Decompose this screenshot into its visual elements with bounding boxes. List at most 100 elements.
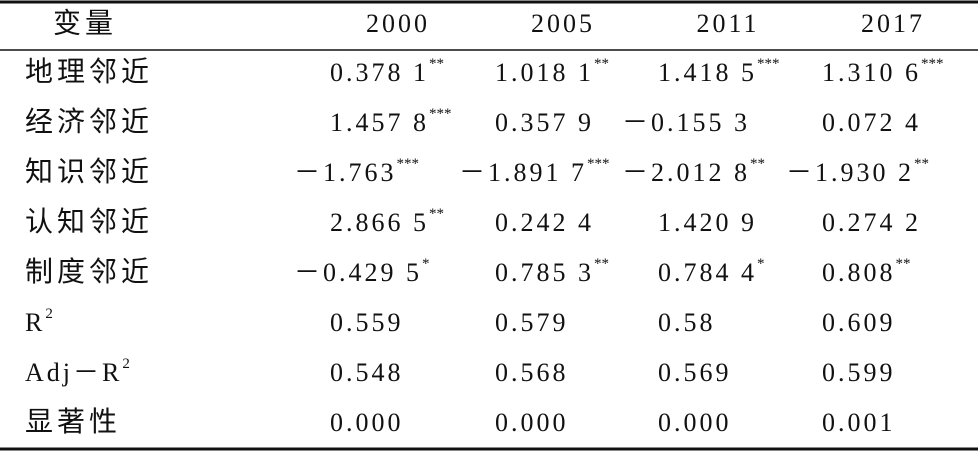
- superscript: *: [757, 256, 765, 272]
- row-label-text: 认知邻近: [25, 206, 153, 238]
- superscript: 2: [122, 356, 130, 372]
- value-cell-text: 0.599: [822, 358, 896, 387]
- superscript: ***: [429, 106, 452, 122]
- superscript: **: [429, 56, 444, 72]
- header-cell: 变量: [53, 7, 117, 39]
- superscript: **: [594, 56, 609, 72]
- value-cell: －1.763***: [294, 156, 419, 187]
- value-cell: 0.242 4: [495, 208, 594, 237]
- header-cell: 2011: [696, 9, 759, 38]
- value-cell: －1.891 7***: [459, 156, 610, 187]
- value-cell: －1.930 2**: [786, 156, 929, 187]
- value-cell-text: 0.242 4: [495, 208, 594, 237]
- value-cell-text: 1.420 9: [658, 208, 757, 237]
- value-cell: 2.866 5**: [330, 206, 444, 237]
- value-cell-text: 1.310 6: [822, 58, 921, 87]
- value-cell: －0.155 3: [622, 108, 750, 137]
- row-label-text: R: [25, 308, 45, 337]
- value-cell: －2.012 8**: [622, 156, 765, 187]
- value-cell-text: 0.58: [658, 308, 716, 337]
- value-cell: －0.429 5*: [294, 256, 430, 287]
- row-label-text: 经济邻近: [25, 106, 153, 138]
- value-cell: 0.072 4: [822, 108, 921, 137]
- row-label-text: 制度邻近: [25, 256, 153, 288]
- row-label: R2: [25, 306, 53, 337]
- superscript: ***: [921, 56, 944, 72]
- value-cell: 0.58: [658, 308, 716, 337]
- superscript: *: [422, 256, 430, 272]
- value-cell: 0.000: [330, 408, 404, 437]
- value-cell: 0.808**: [822, 256, 911, 287]
- value-cell: 1.418 5***: [658, 56, 780, 87]
- value-cell: 0.378 1**: [330, 56, 444, 87]
- value-cell-text: 0.548: [330, 358, 404, 387]
- value-cell: 0.599: [822, 358, 896, 387]
- superscript: **: [429, 206, 444, 222]
- row-label: 显著性: [25, 406, 121, 438]
- row-label: 制度邻近: [25, 256, 153, 288]
- superscript: **: [594, 256, 609, 272]
- row-label: 地理邻近: [25, 56, 153, 88]
- value-cell: 0.579: [495, 308, 569, 337]
- value-cell-text: －1.891 7: [459, 158, 587, 187]
- value-cell: 0.784 4*: [658, 256, 765, 287]
- superscript: ***: [757, 56, 780, 72]
- value-cell: 0.000: [658, 408, 732, 437]
- row-label-text: 地理邻近: [25, 56, 153, 88]
- header-cell: 2017: [861, 9, 925, 38]
- value-cell-text: 0.609: [822, 308, 896, 337]
- value-cell-text: 0.808: [822, 258, 896, 287]
- value-cell-text: 0.579: [495, 308, 569, 337]
- value-cell: 0.001: [822, 408, 896, 437]
- superscript: ***: [397, 156, 420, 172]
- value-cell: 0.548: [330, 358, 404, 387]
- value-cell-text: －1.930 2: [786, 158, 914, 187]
- value-cell-text: 0.274 2: [822, 208, 921, 237]
- row-label: 经济邻近: [25, 106, 153, 138]
- value-cell: 1.310 6***: [822, 56, 944, 87]
- value-cell-text: 0.378 1: [330, 58, 429, 87]
- value-cell-text: 0.357 9: [495, 108, 594, 137]
- value-cell-text: 0.784 4: [658, 258, 757, 287]
- value-cell: 0.609: [822, 308, 896, 337]
- value-cell-text: 1.018 1: [495, 58, 594, 87]
- value-cell: 1.420 9: [658, 208, 757, 237]
- value-cell-text: －1.763: [294, 158, 397, 187]
- superscript: **: [750, 156, 765, 172]
- value-cell-text: 0.559: [330, 308, 404, 337]
- value-cell: 0.785 3**: [495, 256, 609, 287]
- superscript: **: [914, 156, 929, 172]
- value-cell-text: －2.012 8: [622, 158, 750, 187]
- value-cell: 1.018 1**: [495, 56, 609, 87]
- value-cell-text: 0.568: [495, 358, 569, 387]
- header-cell: 2000: [366, 9, 430, 38]
- row-label: 知识邻近: [25, 156, 153, 188]
- value-cell-text: －0.429 5: [294, 258, 422, 287]
- value-cell: 0.569: [658, 358, 732, 387]
- value-cell-text: 0.000: [495, 408, 569, 437]
- value-cell-text: 0.000: [658, 408, 732, 437]
- value-cell: 0.357 9: [495, 108, 594, 137]
- row-label: Adj－R2: [25, 356, 130, 387]
- row-label-text: 知识邻近: [25, 156, 153, 188]
- value-cell-text: 0.569: [658, 358, 732, 387]
- value-cell: 1.457 8***: [330, 106, 452, 137]
- value-cell-text: 1.418 5: [658, 58, 757, 87]
- row-label-text: 显著性: [25, 406, 121, 438]
- value-cell-text: 0.001: [822, 408, 896, 437]
- value-cell-text: 0.000: [330, 408, 404, 437]
- value-cell: 0.274 2: [822, 208, 921, 237]
- value-cell: 0.568: [495, 358, 569, 387]
- row-label: 认知邻近: [25, 206, 153, 238]
- superscript: 2: [45, 306, 53, 322]
- value-cell: 0.000: [495, 408, 569, 437]
- value-cell-text: 0.072 4: [822, 108, 921, 137]
- row-label-text: Adj－R: [25, 358, 122, 387]
- value-cell-text: 1.457 8: [330, 108, 429, 137]
- superscript: **: [896, 256, 911, 272]
- superscript: ***: [587, 156, 610, 172]
- value-cell-text: －0.155 3: [622, 108, 750, 137]
- header-cell: 2005: [531, 9, 595, 38]
- value-cell-text: 2.866 5: [330, 208, 429, 237]
